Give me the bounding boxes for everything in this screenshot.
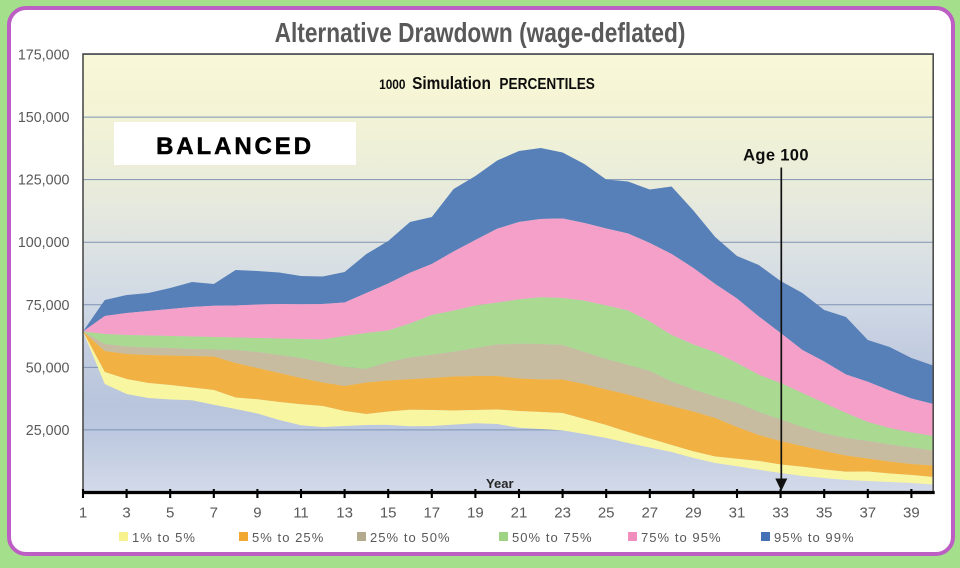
svg-text:19: 19 [467,505,484,522]
svg-text:150,000: 150,000 [18,110,70,126]
svg-text:5: 5 [166,505,174,522]
svg-text:15: 15 [380,505,397,522]
svg-text:37: 37 [859,505,876,522]
svg-text:3: 3 [122,505,130,522]
svg-text:75,000: 75,000 [26,298,70,314]
svg-text:17: 17 [423,505,440,522]
svg-text:125,000: 125,000 [18,173,70,189]
svg-text:21: 21 [511,505,528,522]
svg-text:31: 31 [729,505,746,522]
svg-text:11: 11 [293,505,309,522]
svg-text:27: 27 [641,505,658,522]
svg-text:Age 100: Age 100 [743,147,809,165]
svg-text:100,000: 100,000 [18,235,70,251]
svg-text:1: 1 [79,505,87,522]
svg-text:33: 33 [772,505,789,522]
svg-text:50,000: 50,000 [26,360,70,376]
svg-text:7: 7 [210,505,218,522]
svg-text:35: 35 [816,505,833,522]
svg-text:9: 9 [253,505,261,522]
svg-text:25,000: 25,000 [26,423,70,439]
svg-text:Year: Year [486,476,513,491]
svg-text:175,000: 175,000 [18,48,70,64]
svg-text:25: 25 [598,505,615,522]
svg-text:13: 13 [336,505,353,522]
svg-text:29: 29 [685,505,702,522]
svg-text:39: 39 [903,505,920,522]
svg-text:23: 23 [554,505,571,522]
